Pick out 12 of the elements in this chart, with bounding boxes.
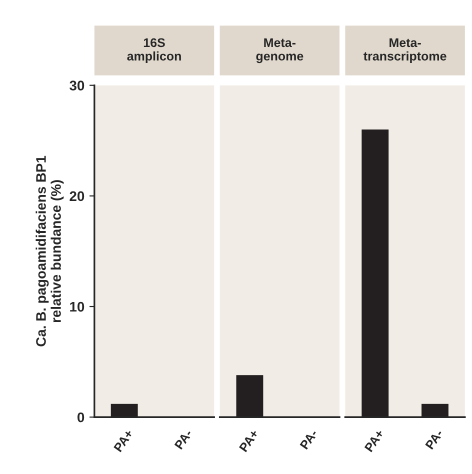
y-axis-title: Ca. B. pagoamidifaciens BP1 relative bundance (%) xyxy=(36,156,64,346)
y-tick-label: 20 xyxy=(70,191,84,202)
chart-title: Meta- transcriptome xyxy=(364,38,446,64)
x-tick-label: PA+ xyxy=(239,428,259,452)
y-tick-label: 30 xyxy=(70,80,84,91)
chart-title: Meta- genome xyxy=(256,38,304,64)
x-tick-label: PA- xyxy=(174,428,192,450)
chart-title: 16S amplicon xyxy=(127,38,181,64)
y-tick-label: 10 xyxy=(70,302,84,312)
y-tick-label: 0 xyxy=(78,412,84,422)
x-tick-label: PA- xyxy=(425,428,444,450)
x-tick-label: PA- xyxy=(300,428,318,450)
